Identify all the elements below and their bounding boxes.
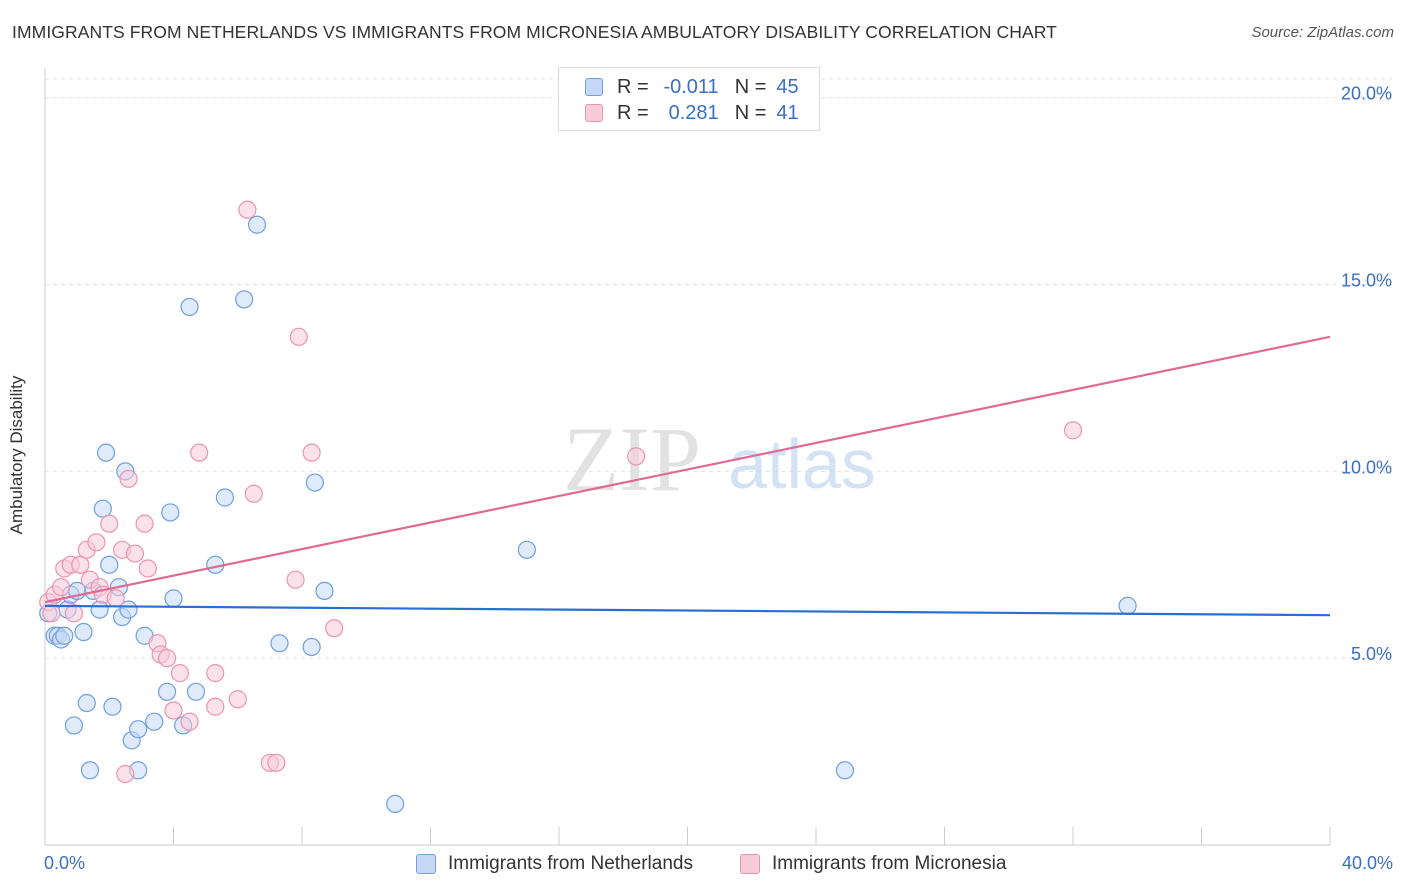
point-micronesia <box>289 327 308 346</box>
point-netherlands <box>386 794 405 813</box>
x-tick-label: 40.0% <box>1342 853 1393 873</box>
point-netherlands <box>161 503 180 522</box>
point-netherlands <box>315 581 334 601</box>
legend-n-label: N = <box>734 75 767 98</box>
point-micronesia <box>116 764 135 784</box>
trend-lines <box>44 335 1331 617</box>
legend-r-value-micronesia: 0.281 <box>668 101 719 124</box>
point-micronesia <box>51 578 71 597</box>
point-netherlands <box>129 720 148 739</box>
point-micronesia <box>1063 421 1083 440</box>
point-micronesia <box>125 544 145 563</box>
point-netherlands <box>186 682 206 701</box>
axes <box>44 68 1331 846</box>
point-micronesia <box>100 514 119 533</box>
source-label: Source: ZipAtlas.com <box>1251 24 1394 41</box>
y-tick-label: 15.0% <box>1341 271 1392 291</box>
legend-n-value-netherlands: 45 <box>776 75 799 98</box>
point-micronesia <box>71 555 90 574</box>
point-micronesia <box>302 443 321 462</box>
y-tick-label: 5.0% <box>1351 644 1392 664</box>
trend-line-netherlands <box>44 604 1331 617</box>
point-micronesia <box>325 619 344 638</box>
point-micronesia <box>238 200 257 219</box>
point-micronesia <box>206 697 225 716</box>
point-micronesia <box>626 447 646 466</box>
point-netherlands <box>1118 596 1137 615</box>
legend-swatch-blue <box>585 78 603 96</box>
point-micronesia <box>244 484 263 503</box>
point-netherlands <box>305 473 324 492</box>
legend-r-label: R = <box>617 75 649 98</box>
watermark: ZIP atlas <box>563 408 876 510</box>
point-micronesia <box>106 589 125 608</box>
point-micronesia <box>157 649 177 668</box>
legend-swatch-pink <box>585 104 603 122</box>
point-micronesia <box>228 690 247 709</box>
point-micronesia <box>64 604 84 623</box>
point-netherlands <box>517 540 536 559</box>
point-micronesia <box>267 753 286 772</box>
bottom-legend-micronesia: Immigrants from Micronesia <box>740 851 1006 877</box>
point-netherlands <box>180 297 199 317</box>
watermark-atlas: atlas <box>728 425 876 503</box>
bottom-legend-swatch-blue <box>416 854 436 874</box>
bottom-legend-label-micronesia: Immigrants from Micronesia <box>772 853 1007 874</box>
point-netherlands <box>93 499 112 518</box>
point-netherlands <box>302 637 321 657</box>
point-netherlands <box>164 589 183 608</box>
legend-n-label: N = <box>734 101 767 124</box>
point-netherlands <box>157 682 177 701</box>
legend-row-netherlands: R = -0.011 N = 45 <box>585 74 799 100</box>
legend-r-value-netherlands: -0.011 <box>663 75 719 98</box>
gridlines <box>45 78 1392 659</box>
bottom-legend-netherlands: Immigrants from Netherlands <box>416 851 693 877</box>
legend-n-value-micronesia: 41 <box>776 101 799 124</box>
point-netherlands <box>80 761 100 780</box>
point-netherlands <box>74 622 93 642</box>
bottom-legend-swatch-pink <box>740 854 760 874</box>
tick-labels: 5.0% 10.0% 15.0% 20.0% 0.0% 40.0% <box>44 84 1393 873</box>
point-micronesia <box>180 712 199 731</box>
point-netherlands <box>77 693 96 713</box>
y-tick-label: 20.0% <box>1341 84 1392 104</box>
y-axis-label: Ambulatory Disability <box>7 375 26 535</box>
legend-r-label: R = <box>617 101 649 124</box>
point-micronesia <box>138 559 157 578</box>
point-micronesia <box>164 701 183 720</box>
point-netherlands <box>235 290 254 309</box>
point-netherlands <box>270 634 289 653</box>
point-micronesia <box>119 469 138 488</box>
point-netherlands <box>96 443 116 462</box>
point-netherlands <box>55 626 74 645</box>
point-netherlands <box>145 712 164 731</box>
point-micronesia <box>42 604 61 623</box>
point-netherlands <box>247 215 267 234</box>
legend-row-micronesia: R = 0.281 N = 41 <box>585 100 799 126</box>
point-micronesia <box>87 533 106 552</box>
y-tick-label: 10.0% <box>1341 457 1392 477</box>
point-micronesia <box>286 570 305 589</box>
point-micronesia <box>190 443 209 462</box>
point-micronesia <box>135 514 154 533</box>
bottom-legend-label-netherlands: Immigrants from Netherlands <box>448 853 693 874</box>
point-netherlands <box>100 555 119 574</box>
point-netherlands <box>215 488 234 507</box>
point-netherlands <box>103 697 122 716</box>
x-tick-label: 0.0% <box>44 853 85 873</box>
point-netherlands <box>90 600 109 619</box>
correlation-legend: R = -0.011 N = 45 R = 0.281 N = 41 <box>558 67 820 131</box>
trend-line-micronesia <box>44 335 1331 604</box>
point-micronesia <box>206 664 225 683</box>
point-micronesia <box>170 664 190 683</box>
chart-title: IMMIGRANTS FROM NETHERLANDS VS IMMIGRANT… <box>12 22 1057 42</box>
point-netherlands <box>64 716 84 735</box>
data-points <box>39 200 1137 813</box>
point-netherlands <box>835 761 855 780</box>
